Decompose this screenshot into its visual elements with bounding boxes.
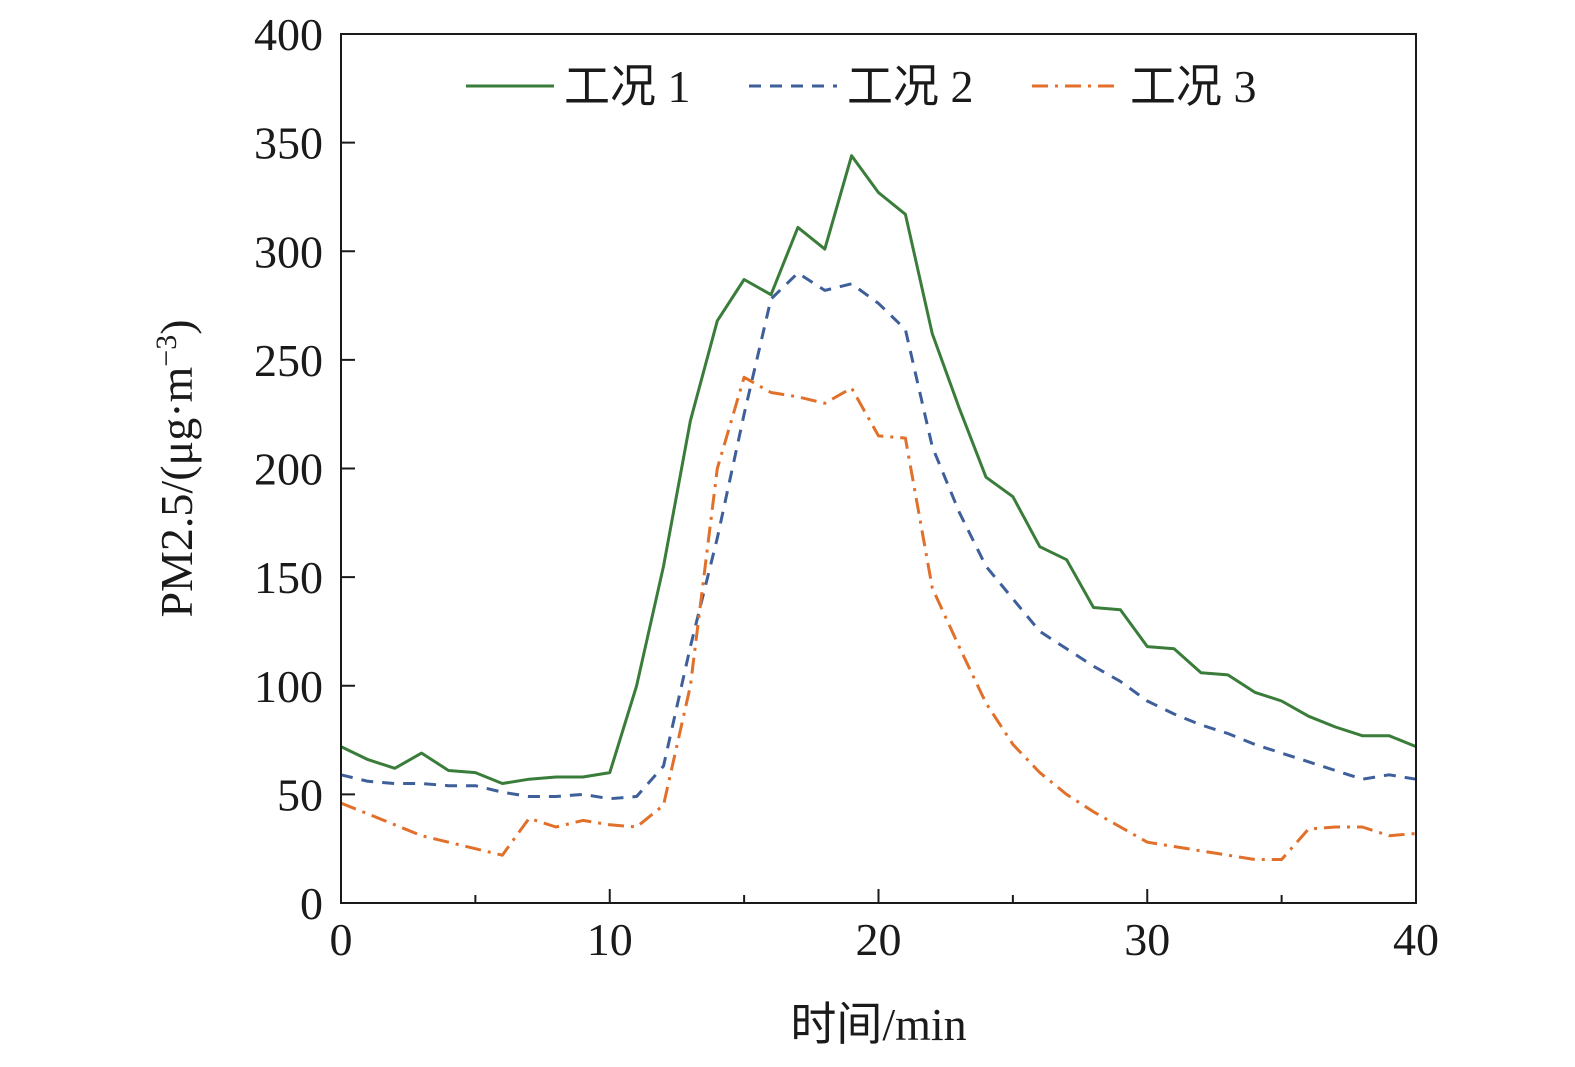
legend-label-2: 工况 2 xyxy=(847,61,974,112)
legend: 工况 1 工况 2 工况 3 xyxy=(466,61,1257,112)
x-tick-label: 30 xyxy=(1124,914,1170,965)
x-tick-label: 10 xyxy=(587,914,633,965)
y-tick-label: 0 xyxy=(300,878,323,929)
series-line-1 xyxy=(340,154,1417,785)
x-axis-title: 时间/min xyxy=(790,999,966,1050)
y-tick-label: 200 xyxy=(254,444,323,495)
y-tick-label: 150 xyxy=(254,552,323,603)
y-tick-label: 350 xyxy=(254,118,323,169)
y-axis-title-main: PM2.5/(μg·m xyxy=(151,366,202,617)
x-tick-label: 20 xyxy=(856,914,902,965)
legend-label-3: 工况 3 xyxy=(1130,61,1257,112)
y-axis-title-close: ) xyxy=(151,319,202,334)
y-tick-label: 300 xyxy=(254,226,323,277)
series-line-2 xyxy=(340,271,1417,801)
legend-label-1: 工况 1 xyxy=(564,61,691,112)
y-tick-label: 400 xyxy=(254,9,323,60)
series-line-3 xyxy=(340,375,1417,861)
y-tick-label: 50 xyxy=(277,769,323,820)
y-tick-label: 250 xyxy=(254,335,323,386)
series-layer xyxy=(340,154,1417,861)
x-tick-label: 0 xyxy=(330,914,353,965)
x-tick-label: 40 xyxy=(1393,914,1439,965)
y-tick-label: 100 xyxy=(254,661,323,712)
y-axis-title-superscript: −3 xyxy=(150,335,183,367)
plot-frame xyxy=(340,33,1417,904)
y-axis-title: PM2.5/(μg·m−3) xyxy=(150,319,203,617)
